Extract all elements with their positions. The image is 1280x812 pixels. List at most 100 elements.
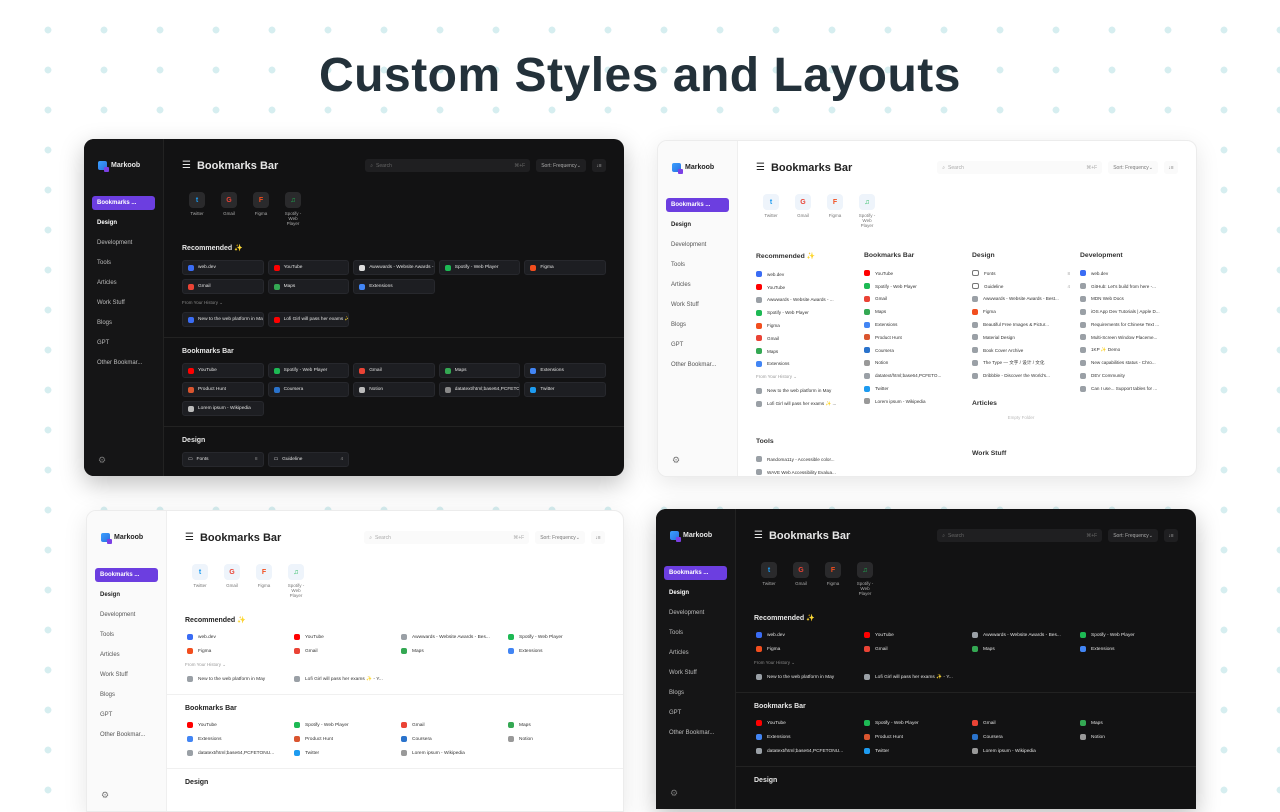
bookmark-card[interactable]: Lofi Girl will pass her exams ✨ - Y... [862,672,962,682]
bookmark-row[interactable]: Book Cover Archive [972,344,1070,357]
bookmark-card[interactable]: Spotify - Web Player [1078,630,1178,640]
bookmark-row[interactable]: Spotify - Web Player [864,280,962,293]
sort-order-button[interactable]: ↓≡ [592,159,606,172]
bookmark-card[interactable]: datatext/html;base64,PCFETONU... [754,746,854,756]
bookmark-row[interactable]: Guideline 4 [972,280,1070,293]
bookmark-card[interactable]: Awwwards - Website Awards - Best Web Des… [353,260,435,275]
history-label[interactable]: From Your History ⌄ [182,300,224,305]
bookmark-row[interactable]: GitHub: Let's build from here -... [1080,280,1178,293]
bookmark-row[interactable]: YouTube [756,281,854,294]
bookmark-row[interactable]: Beautiful Free Images & Pictur... [972,318,1070,331]
sidebar-item-3[interactable]: Tools [669,630,684,636]
bookmark-card[interactable]: Spotify - Web Player [862,718,962,728]
bookmark-card[interactable]: Spotify - Web Player [292,720,391,730]
sidebar-item-7[interactable]: GPT [100,712,113,718]
search-input[interactable]: ⌕ Search ⌘+F [365,159,531,172]
bookmark-row[interactable]: datatext/html;base64,PCFETO... [864,369,962,382]
sidebar-item-7[interactable]: GPT [671,342,684,348]
bookmark-row[interactable]: The Type — 文字 / 设计 / 文化 [972,357,1070,370]
bookmark-card[interactable]: YouTube [754,718,854,728]
sidebar-item-4[interactable]: Articles [100,652,120,658]
search-input[interactable]: ⌕ Search ⌘+F [937,529,1103,542]
bookmark-card[interactable]: Gmail [970,718,1070,728]
sort-order-button[interactable]: ↓≡ [1164,161,1178,174]
bookmark-card[interactable]: Gmail [182,279,264,294]
sidebar-item-2[interactable]: Development [671,242,707,248]
bookmark-row[interactable]: Notion [864,357,962,370]
top-site[interactable]: F Figma [250,192,272,226]
bookmark-row[interactable]: New to the web platform in May [756,384,854,397]
bookmark-card[interactable]: Maps [1078,718,1178,728]
bookmark-card[interactable]: Notion [506,734,605,744]
top-site[interactable]: t Twitter [189,564,211,598]
sidebar-item-1[interactable]: Design [100,592,121,598]
bookmark-row[interactable]: web.dev [756,268,854,281]
sidebar-item-4[interactable]: Articles [97,280,117,286]
top-site[interactable]: t Twitter [760,194,782,228]
bookmark-card[interactable]: datatext/html;base64,PCFETONU... [185,748,284,758]
sort-dropdown[interactable]: Sort: Frequency ⌄ [536,159,586,172]
bookmark-card[interactable]: YouTube [862,630,962,640]
gear-icon[interactable]: ⚙ [670,788,679,798]
bookmark-card[interactable]: Spotify - Web Player [267,363,350,378]
bookmark-card[interactable]: Product Hunt [862,732,962,742]
bookmark-card[interactable]: New to the web platform in May [182,312,264,327]
bookmark-row[interactable]: Awwwards - Website Awards - Best... [972,293,1070,306]
bookmark-row[interactable]: Figma [756,319,854,332]
sidebar-item-5[interactable]: Work Stuff [671,302,699,308]
bookmark-card[interactable]: Lorem ipsum - Wikipedia [399,748,498,758]
sidebar-item-0[interactable]: Bookmarks ... [95,568,158,582]
bookmark-card[interactable]: New to the web platform in May [754,672,854,682]
sidebar-item-1[interactable]: Design [671,222,692,228]
bookmark-card[interactable]: Awwwards - Website Awards - Bes... [970,630,1070,640]
sidebar-item-3[interactable]: Tools [97,260,112,266]
bookmark-card[interactable]: datatext/html;base64,PCFETO [438,382,521,397]
bookmark-row[interactable]: Awwwards - Website Awards - ... [756,294,854,307]
bookmark-card[interactable]: Product Hunt [292,734,391,744]
sidebar-item-7[interactable]: GPT [669,710,682,716]
top-site[interactable]: ♫ Spotify - Web Player [282,192,304,226]
bookmark-card[interactable]: Awwwards - Website Awards - Bes... [399,632,498,642]
sidebar-item-3[interactable]: Tools [100,632,115,638]
history-label[interactable]: From Your History ⌄ [185,662,227,667]
bookmark-card[interactable]: Extensions [1078,644,1178,654]
bookmark-card[interactable]: web.dev [185,632,284,642]
folder-card[interactable]: ▭ Guideline 4 [267,452,350,467]
sidebar-item-3[interactable]: Tools [671,262,686,268]
bookmark-card[interactable]: YouTube [292,632,391,642]
top-site[interactable]: ♫ Spotify - Web Player [854,562,876,596]
bookmark-card[interactable]: Notion [1078,732,1178,742]
bookmark-card[interactable]: Coursera [970,732,1070,742]
sort-order-button[interactable]: ↓≡ [591,531,605,544]
folder-card[interactable]: ▭ Fonts 8 [182,452,264,467]
bookmark-card[interactable]: Spotify - Web Player [438,260,521,275]
bookmark-row[interactable]: Extensions [756,358,854,371]
bookmark-card[interactable]: Twitter [524,382,606,397]
sidebar-item-6[interactable]: Blogs [669,690,685,696]
bookmark-row[interactable]: iOS App Dev Tutorials | Apple D... [1080,305,1178,318]
bookmark-row[interactable]: Gmail [864,293,962,306]
bookmark-row[interactable]: Lofi Girl will pass her exams ✨ ... [756,397,854,410]
bookmark-row[interactable]: Fonts 8 [972,267,1070,280]
bookmark-card[interactable]: Gmail [292,646,391,656]
sidebar-item-2[interactable]: Development [100,612,136,618]
top-site[interactable]: G Gmail [790,562,812,596]
bookmark-row[interactable]: Extensions [864,318,962,331]
gear-icon[interactable]: ⚙ [98,455,107,465]
bookmark-card[interactable]: Figma [524,260,606,275]
bookmark-row[interactable]: Maps [756,345,854,358]
sidebar-item-0[interactable]: Bookmarks ... [664,566,727,580]
top-site[interactable]: ♫ Spotify - Web Player [856,194,878,228]
search-input[interactable]: ⌕ Search ⌘+F [364,531,530,544]
bookmark-row[interactable]: Lorem ipsum - Wikipedia [864,395,962,408]
bookmark-card[interactable]: Coursera [267,382,350,397]
bookmark-row[interactable]: Material Design [972,331,1070,344]
bookmark-row[interactable]: Multi-Screen Window Placeme... [1080,331,1178,344]
bookmark-card[interactable]: Twitter [292,748,391,758]
history-label[interactable]: From Your History ⌄ [754,660,796,665]
top-site[interactable]: ♫ Spotify - Web Player [285,564,307,598]
bookmark-row[interactable]: WAVE Web Accessibility Evalua... [756,466,854,476]
sidebar-item-8[interactable]: Other Bookmar... [671,362,717,368]
bookmark-row[interactable]: New capabilities status - Chro... [1080,357,1178,370]
bookmark-card[interactable]: Notion [353,382,435,397]
